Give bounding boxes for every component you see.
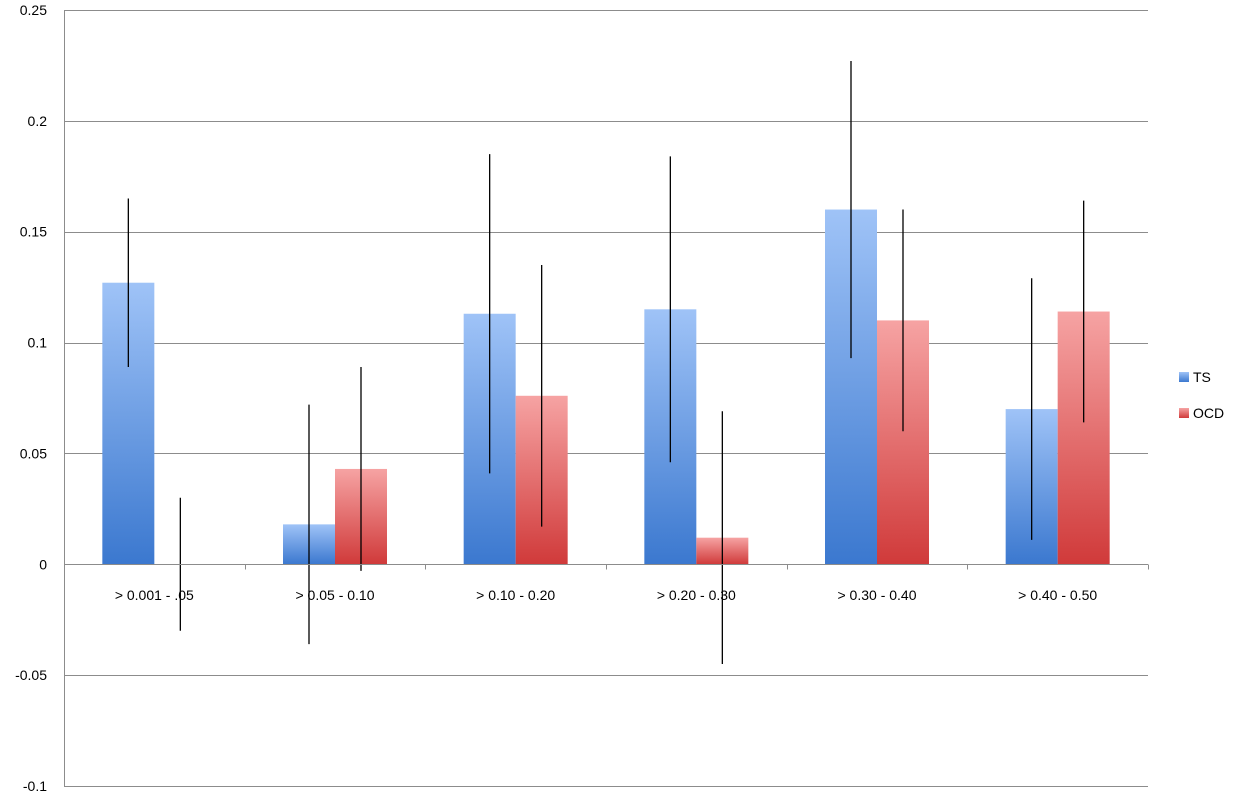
y-tick-label: -0.05 [15, 667, 47, 683]
gridlines [64, 10, 1148, 787]
y-tick-label: 0.05 [20, 445, 47, 461]
category-label: > 0.40 - 0.50 [1018, 587, 1097, 603]
x-axis-category-labels: > 0.001 - .05 > 0.05 - 0.10 > 0.10 - 0.20 >… [115, 587, 1098, 603]
legend: TS OCD [1179, 369, 1224, 421]
bars [102, 209, 1110, 565]
y-tick-label: 0.15 [20, 224, 47, 240]
category-label: > 0.10 - 0.20 [476, 587, 555, 603]
error-bars [127, 60, 1085, 665]
axes [64, 10, 1149, 786]
category-label: > 0.30 - 0.40 [837, 587, 916, 603]
y-tick-label: 0.1 [28, 335, 48, 351]
y-tick-label: 0.25 [20, 2, 47, 18]
y-tick-label: 0 [39, 556, 47, 572]
y-axis-tick-labels: -0.1 -0.05 0 0.05 0.1 0.15 0.2 0.25 [15, 2, 47, 794]
y-tick-label: -0.1 [23, 778, 47, 794]
legend-label-ocd: OCD [1193, 405, 1224, 421]
legend-swatch-ts [1179, 372, 1189, 382]
category-label: > 0.001 - .05 [115, 587, 194, 603]
legend-label-ts: TS [1193, 369, 1211, 385]
y-tick-label: 0.2 [28, 113, 48, 129]
category-label: > 0.05 - 0.10 [295, 587, 374, 603]
legend-swatch-ocd [1179, 408, 1189, 418]
category-label: > 0.20 - 0.30 [657, 587, 736, 603]
